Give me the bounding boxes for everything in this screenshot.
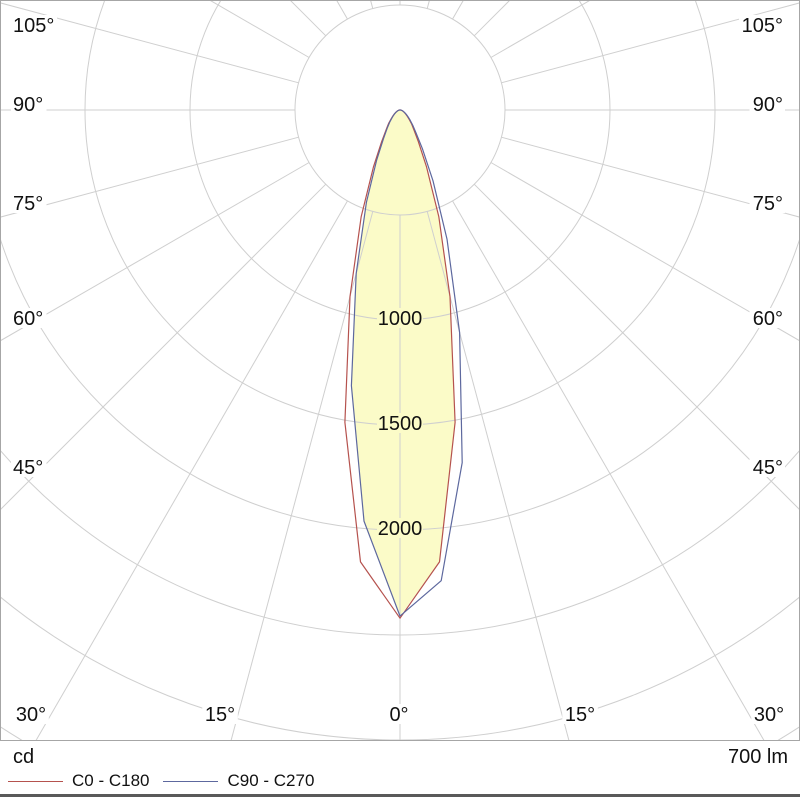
bottom-divider [0,794,800,797]
unit-label: cd [13,746,35,768]
grid-spoke [501,2,799,84]
axis-label: 2000 [378,518,423,540]
label-backdrop [11,457,47,477]
axis-label: 0° [389,704,408,726]
grid-spoke [1,183,327,510]
axis-label: 1500 [378,413,423,435]
axis-label: 15° [205,704,235,726]
label-backdrop [11,308,47,328]
legend: C0 - C180 C90 - C270 [8,771,328,791]
label-backdrop [749,193,785,213]
axis-label: 60° [753,308,783,330]
c90-c270-line-swatch [163,780,219,782]
grid-spoke [490,162,799,341]
polar-chart: 105° 90° 75° 60° 45° 105° 90° 75° 60° 45° 30° 15° 0°… [0,0,800,741]
label-backdrop [562,704,598,724]
axis-label: 105° [742,15,783,37]
label-backdrop [11,193,47,213]
label-backdrop [11,15,57,35]
label-backdrop [749,457,785,477]
grid-spoke [1,136,299,218]
grid-spoke [35,200,348,740]
label-backdrop [739,15,785,35]
footer-row: cd 700 lm [13,746,788,768]
footer: cd 700 lm C0 - C180 C90 - C270 [0,741,800,802]
label-backdrop [749,94,785,114]
label-backdrop [377,308,423,328]
axis-label: 90° [13,94,43,116]
label-backdrop [751,704,787,724]
label-backdrop [11,94,47,114]
axis-label: 15° [565,704,595,726]
grid-spoke [501,136,799,218]
c90-c270-label: C90 - C270 [227,771,315,790]
axis-label: 1000 [378,308,423,330]
axis-label: 30° [16,704,46,726]
beam-fill [351,110,456,617]
axis-label: 105° [13,15,54,37]
axis-label: 90° [753,94,783,116]
axis-label: 45° [13,457,43,479]
axis-label: 30° [754,704,784,726]
grid-spoke [426,211,570,740]
axis-label: 45° [753,457,783,479]
label-backdrop [377,413,423,433]
grid-spoke [473,183,799,510]
label-backdrop [386,704,412,724]
axis-label: 75° [753,193,783,215]
polar-chart-svg: 105° 90° 75° 60° 45° 105° 90° 75° 60° 45° 30° 15° 0°… [0,0,800,741]
label-backdrop [13,704,49,724]
axis-label: 60° [13,308,43,330]
chart-plot-group [1,1,799,740]
c0-c180-label: C0 - C180 [72,771,150,790]
grid-spoke [1,162,310,341]
legend-item-c90-c270: C90 - C270 [163,771,314,791]
legend-item-c0-c180: C0 - C180 [8,771,149,791]
label-backdrop [749,308,785,328]
grid-spoke [230,211,374,740]
grid-spoke [1,2,299,84]
c0-c180-line-swatch [8,780,63,782]
curve-c90-c270 [350,109,463,617]
axis-label: 75° [13,193,43,215]
label-backdrop [377,518,423,538]
flux-label: 700 lm [727,746,788,768]
label-backdrop [202,704,238,724]
grid-spoke [452,200,765,740]
